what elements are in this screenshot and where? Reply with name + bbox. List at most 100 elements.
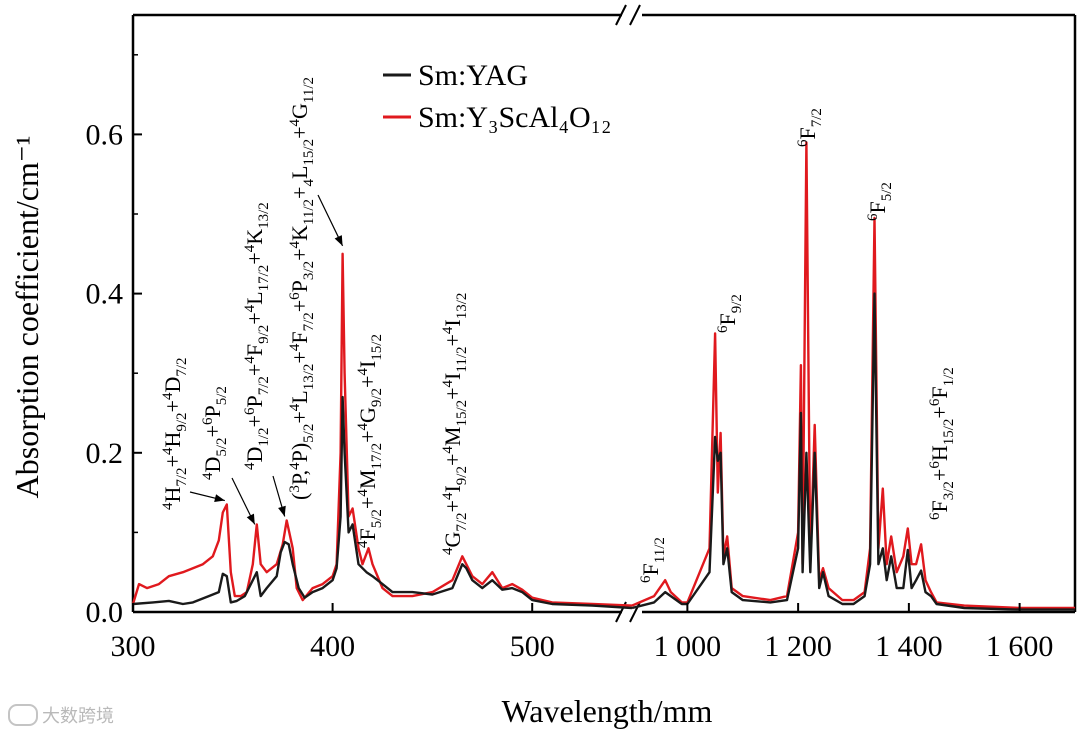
annotation-arrowhead <box>334 235 343 246</box>
annotation-part: F <box>795 127 820 139</box>
annotation-part: + <box>287 411 312 423</box>
annotation-part: + <box>927 406 952 418</box>
legend: Sm:YAG Sm:Y₃ScAl₄O₁₂ <box>383 59 612 134</box>
annotation-part: F <box>638 563 663 575</box>
x-tick-label: 1 000 <box>654 630 722 663</box>
annotation-label: 6​F7/2​ <box>795 108 825 147</box>
annotation-part: 6 <box>927 398 943 406</box>
annotation-arrowhead <box>246 513 255 525</box>
annotation-part: + <box>287 351 312 363</box>
annotation-part: 4 <box>355 489 371 497</box>
annotation-part: 6 <box>242 407 258 415</box>
annotation-part: 6 <box>865 213 881 221</box>
annotation-part: 11/2 <box>301 199 317 225</box>
watermark-logo-icon <box>8 704 38 726</box>
series-line-smyscalo <box>131 141 1075 610</box>
annotation-part: M <box>355 470 380 490</box>
annotation-part: M <box>440 427 465 447</box>
annotation-part: 4 <box>440 492 456 500</box>
annotation-part: 15/2 <box>454 400 470 427</box>
axes <box>131 4 1077 623</box>
annotation-part: 4 <box>287 403 303 411</box>
annotation-part: + <box>287 248 312 260</box>
annotation-part: 7/2 <box>301 312 317 331</box>
y-tick-label: 0.4 <box>86 278 124 311</box>
annotation-part: 11/2 <box>454 346 470 372</box>
annotation-part: 4 <box>440 547 456 555</box>
annotation-part: 4 <box>160 502 176 510</box>
series-line-smyag <box>132 292 1075 611</box>
annotations: 4​H7/2​+4​H9/2​+4​D7/2​ 4​D5/2​+6​P5/2​ 4​… <box>160 77 957 583</box>
annotation-part: + <box>440 387 465 399</box>
annotation-part: 6 <box>795 139 811 147</box>
annotation-part: 13/2 <box>454 293 470 320</box>
annotation-part: I <box>440 485 465 492</box>
annotation-part: 4 <box>287 119 303 127</box>
annotation-part: + <box>160 400 185 412</box>
annotation-part: 6 <box>927 461 943 469</box>
annotation-part: D <box>160 377 185 393</box>
y-axis-label: Absorption coefficient/cm⁻¹ <box>9 136 45 499</box>
annotation-part: + <box>160 455 185 467</box>
annotation-label: 4​D5/2​+6​P5/2​ <box>200 386 230 480</box>
annotation-part: + <box>355 376 380 388</box>
annotation-part: + <box>287 187 312 199</box>
annotation-arrowhead <box>214 494 225 503</box>
annotation-label: 4​H7/2​+4​H9/2​+4​D7/2​ <box>160 357 190 510</box>
annotation-part: F <box>927 500 952 512</box>
annotation-label: 4​G7/2​+4​I9/2​+4​M15/2​+4​I11/2​+4​I13/… <box>440 293 470 555</box>
annotation-part: 7/2 <box>174 357 190 376</box>
annotation-part: 7/2 <box>256 376 272 395</box>
annotation-part: 3/2 <box>301 261 317 280</box>
annotation-part: 4 <box>440 326 456 334</box>
annotation-part: 4 <box>242 356 258 364</box>
annotation-part: P) <box>287 443 312 463</box>
annotation-part: 5/2 <box>369 509 385 528</box>
annotation-label: 6​F3/2​+6​H15/2​+6​F1/2​ <box>927 367 957 520</box>
annotation-part: F <box>355 528 380 540</box>
annotation-label: 6​F5/2​ <box>865 182 895 221</box>
annotation-part: 4 <box>440 446 456 454</box>
annotation-part: 4 <box>200 472 216 480</box>
annotation-part: 4 <box>242 462 258 470</box>
annotation-part: G <box>287 103 312 119</box>
annotation-part: 5/2 <box>301 424 317 443</box>
watermark-text: 大数跨境 <box>42 706 114 727</box>
annotation-part: G <box>355 407 380 423</box>
annotation-part: F <box>242 344 267 356</box>
annotation-part: 9/2 <box>454 466 470 485</box>
annotation-label: (3​P,4​P)5/2​+4​L13/2​+4​F7/2​+6​P3/2​+4… <box>287 77 317 500</box>
y-tick-label: 0.2 <box>86 437 124 470</box>
annotation-part: 13/2 <box>301 364 317 391</box>
annotation-part: I <box>440 373 465 380</box>
annotation-part: 6 <box>715 325 731 333</box>
annotation-part: 5/2 <box>214 437 230 456</box>
annotation-part: 7/2 <box>809 108 825 127</box>
annotation-part: F <box>287 331 312 343</box>
annotation-part: 9/2 <box>729 294 745 313</box>
annotation-part: 4 <box>440 379 456 387</box>
annotation-label: 4​D1/2​+6​P7/2​+4​F9/2​+4​L17/2​+4​K13/2… <box>242 202 272 470</box>
annotation-part: 17/2 <box>256 265 272 292</box>
annotation-label: 6​F9/2​ <box>715 294 745 333</box>
series-layer <box>131 141 1075 611</box>
annotation-part: K <box>242 229 267 245</box>
annotation-part: 3/2 <box>941 481 957 500</box>
annotation-part: 4 <box>301 179 317 187</box>
annotation-part: 4 <box>287 462 303 470</box>
x-tick-label: 300 <box>111 630 156 663</box>
annotation-part: 15/2 <box>301 139 317 166</box>
annotation-part: 11/2 <box>301 77 317 103</box>
annotation-part: L <box>287 390 312 403</box>
annotation-part: I <box>355 361 380 368</box>
x-tick-label: 400 <box>310 630 355 663</box>
annotation-part: F <box>865 201 890 213</box>
x-tick-label: 500 <box>510 630 555 663</box>
x-axis-label: Wavelength/mm <box>502 693 713 729</box>
annotation-part: K <box>287 225 312 241</box>
annotation-part: P <box>242 395 267 407</box>
annotation-part: 7/2 <box>454 512 470 531</box>
annotation-part: 5/2 <box>879 182 895 201</box>
annotation-part: 9/2 <box>369 388 385 407</box>
